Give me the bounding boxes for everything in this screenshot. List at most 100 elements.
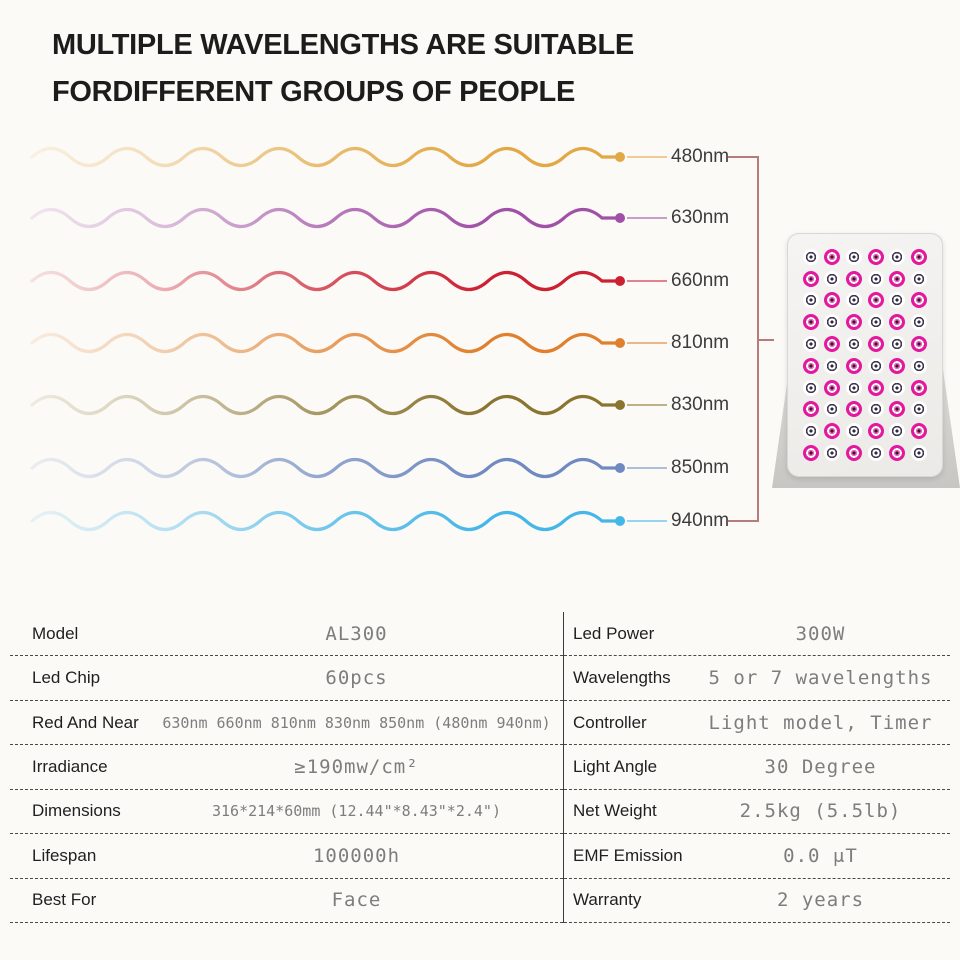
spec-label: Light Angle bbox=[573, 756, 658, 776]
led-pink bbox=[846, 401, 863, 418]
led-pink bbox=[911, 379, 928, 396]
led-pink bbox=[846, 314, 863, 331]
led-pink bbox=[824, 379, 841, 396]
wavelength-label: 810nm bbox=[671, 332, 730, 353]
spec-label: Lifespan bbox=[32, 845, 97, 865]
led-white bbox=[802, 248, 819, 265]
spec-value: AL300 bbox=[325, 622, 388, 645]
wave-end-dot bbox=[615, 400, 625, 410]
led-white bbox=[867, 401, 884, 418]
led-pink bbox=[867, 423, 884, 440]
spec-row: Lifespan 100000h bbox=[10, 834, 563, 879]
led-white bbox=[867, 357, 884, 374]
wave-line bbox=[30, 510, 625, 532]
led-white bbox=[802, 423, 819, 440]
spec-value: 30 Degree bbox=[764, 755, 877, 778]
spec-value: ≥190mw/cm² bbox=[294, 755, 419, 778]
spec-value: 60pcs bbox=[325, 667, 388, 690]
spec-label: Controller bbox=[573, 712, 647, 732]
led-pink bbox=[911, 292, 928, 309]
led-white bbox=[802, 336, 819, 353]
led-white bbox=[911, 357, 928, 374]
led-pink bbox=[802, 270, 819, 287]
led-pink bbox=[824, 336, 841, 353]
led-pink bbox=[824, 423, 841, 440]
label-connector-line bbox=[627, 280, 667, 282]
spec-label: Led Power bbox=[573, 623, 655, 643]
led-pink bbox=[802, 314, 819, 331]
spec-row: Light Angle 30 Degree bbox=[564, 745, 950, 790]
led-white bbox=[824, 270, 841, 287]
spec-row: Wavelengths 5 or 7 wavelengths bbox=[564, 656, 950, 701]
led-pink bbox=[802, 445, 819, 462]
wavelength-label: 940nm bbox=[671, 510, 730, 531]
title-line-1: MULTIPLE WAVELENGTHS ARE SUITABLE bbox=[52, 29, 634, 61]
spec-value: 5 or 7 wavelengths bbox=[708, 667, 933, 690]
wave-line bbox=[30, 146, 625, 168]
led-white bbox=[889, 336, 906, 353]
led-white bbox=[802, 379, 819, 396]
led-white bbox=[846, 336, 863, 353]
led-white bbox=[824, 357, 841, 374]
led-white bbox=[867, 445, 884, 462]
spec-row: Led Chip 60pcs bbox=[10, 656, 563, 701]
spec-label: EMF Emission bbox=[573, 845, 683, 865]
led-white bbox=[889, 248, 906, 265]
wavelength-label: 850nm bbox=[671, 457, 730, 478]
led-pink bbox=[889, 270, 906, 287]
spec-label: Irradiance bbox=[32, 756, 108, 776]
title-line-2: FORDIFFERENT GROUPS OF PEOPLE bbox=[52, 76, 576, 108]
spec-label: Warranty bbox=[573, 890, 642, 910]
led-white bbox=[867, 270, 884, 287]
spec-label: Wavelengths bbox=[573, 668, 671, 688]
led-white bbox=[846, 292, 863, 309]
spec-label: Best For bbox=[32, 890, 97, 910]
wavelength-label: 630nm bbox=[671, 207, 730, 228]
label-connector-line bbox=[627, 156, 667, 158]
led-panel-device bbox=[787, 233, 943, 477]
wave-end-dot bbox=[615, 516, 625, 526]
led-pink bbox=[867, 292, 884, 309]
led-pink bbox=[802, 357, 819, 374]
wave-line bbox=[30, 394, 625, 416]
led-white bbox=[911, 445, 928, 462]
wave-line bbox=[30, 457, 625, 479]
spec-value: 0.0 μT bbox=[783, 844, 858, 867]
wave-end-dot bbox=[615, 276, 625, 286]
spec-value: 2 years bbox=[776, 889, 865, 912]
led-white bbox=[846, 248, 863, 265]
label-connector-line bbox=[627, 342, 667, 344]
wavelength-label: 660nm bbox=[671, 270, 730, 291]
spec-table: Model AL300 Led Chip 60pcs Red And Near 630nm… bbox=[10, 612, 950, 923]
wave-end-dot bbox=[615, 152, 625, 162]
spec-label: Red And Near bbox=[32, 712, 139, 732]
spec-row: Dimensions 316*214*60mm (12.44"*8.43"*2.4… bbox=[10, 790, 563, 835]
wave-end-dot bbox=[615, 213, 625, 223]
spec-label: Dimensions bbox=[32, 801, 121, 821]
led-white bbox=[889, 379, 906, 396]
wave-line bbox=[30, 332, 625, 354]
spec-row: Irradiance ≥190mw/cm² bbox=[10, 745, 563, 790]
led-white bbox=[846, 423, 863, 440]
led-pink bbox=[846, 357, 863, 374]
spec-row: Model AL300 bbox=[10, 612, 563, 657]
wave-line bbox=[30, 270, 625, 292]
led-pink bbox=[802, 401, 819, 418]
spec-value: Light model, Timer bbox=[708, 711, 933, 734]
spec-table-right: Led Power 300W Wavelengths 5 or 7 wavelengt… bbox=[563, 612, 950, 923]
spec-row: Red And Near 630nm 660nm 810nm 830nm 850n… bbox=[10, 701, 563, 746]
spec-value: 100000h bbox=[312, 844, 401, 867]
led-white bbox=[824, 314, 841, 331]
led-pink bbox=[911, 336, 928, 353]
led-white bbox=[889, 423, 906, 440]
led-pink bbox=[889, 401, 906, 418]
page-title: MULTIPLE WAVELENGTHS ARE SUITABLE FORDIF… bbox=[52, 22, 634, 116]
led-pink bbox=[846, 270, 863, 287]
led-pink bbox=[889, 357, 906, 374]
led-pink bbox=[889, 445, 906, 462]
spec-row: Best For Face bbox=[10, 879, 563, 923]
label-connector-line bbox=[627, 404, 667, 406]
led-white bbox=[824, 445, 841, 462]
spec-value: 630nm 660nm 810nm 830nm 850nm (480nm 940… bbox=[162, 713, 551, 732]
